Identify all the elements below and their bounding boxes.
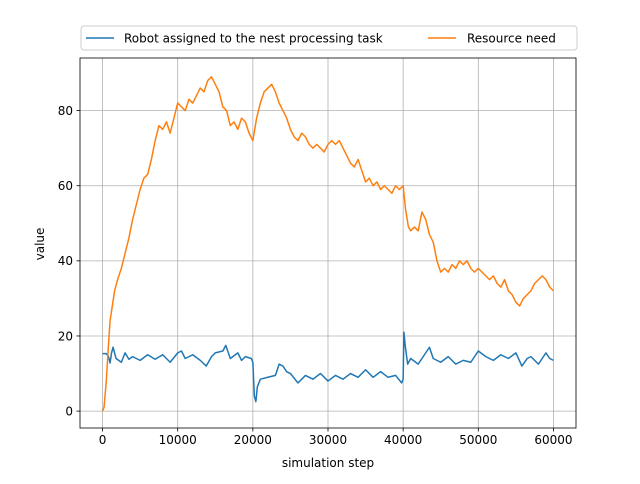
legend-label-resource-need: Resource need [467,32,556,46]
series-group [101,76,554,412]
y-axis-label: value [33,228,47,261]
y-axis-ticks: 0 20 40 60 80 [58,104,80,418]
y-tick-label: 80 [58,104,73,118]
y-tick-label: 20 [58,329,73,343]
legend-label-robots: Robot assigned to the nest processing ta… [124,32,383,46]
x-tick-label: 20000 [234,433,272,447]
x-tick-label: 60000 [534,433,572,447]
x-tick-label: 0 [99,433,107,447]
y-tick-label: 40 [58,254,73,268]
y-tick-label: 0 [65,404,73,418]
x-axis-ticks: 0 10000 20000 30000 40000 50000 60000 [99,428,573,447]
series-line-robots [102,331,554,403]
x-tick-label: 50000 [459,433,497,447]
y-tick-label: 60 [58,179,73,193]
legend: Robot assigned to the nest processing ta… [80,25,578,51]
x-tick-label: 40000 [384,433,422,447]
series-line-resource-need [101,76,554,412]
x-tick-label: 30000 [309,433,347,447]
x-axis-label: simulation step [282,456,374,470]
grid-lines [80,58,576,428]
x-tick-label: 10000 [159,433,197,447]
legend-frame [80,25,578,51]
